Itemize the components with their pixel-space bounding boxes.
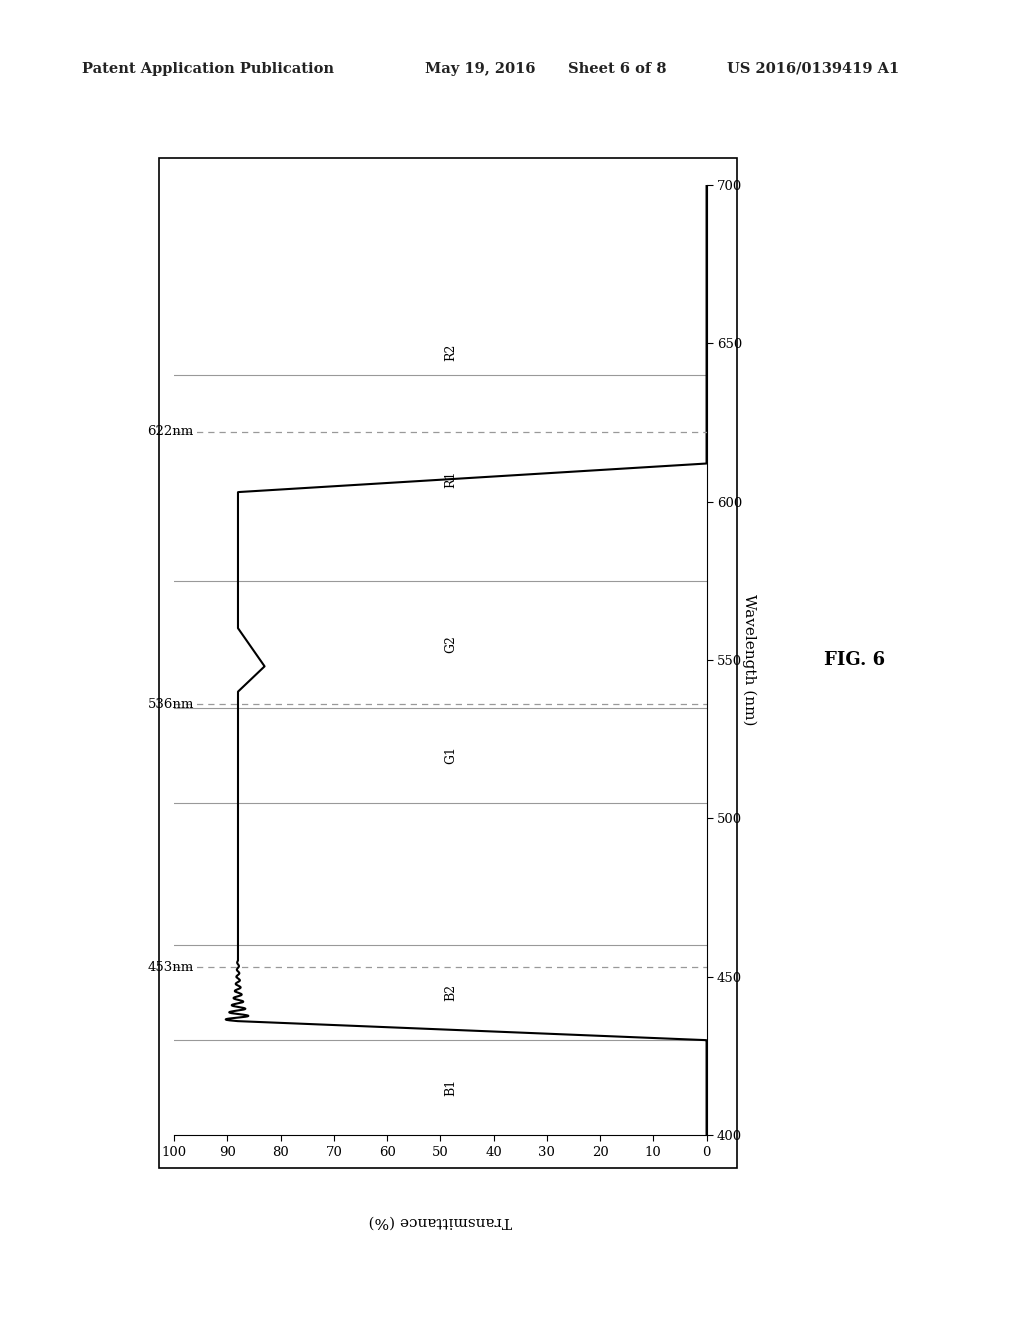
Text: 453nm: 453nm <box>147 961 194 974</box>
Text: B2: B2 <box>444 985 458 1001</box>
Text: G2: G2 <box>444 635 458 653</box>
Text: R2: R2 <box>444 345 458 362</box>
Text: R1: R1 <box>444 471 458 488</box>
Text: May 19, 2016: May 19, 2016 <box>425 62 536 75</box>
Text: FIG. 6: FIG. 6 <box>824 651 886 669</box>
Text: Sheet 6 of 8: Sheet 6 of 8 <box>568 62 667 75</box>
Text: 536nm: 536nm <box>147 698 194 711</box>
Text: G1: G1 <box>444 746 458 764</box>
Text: Transmittance (%): Transmittance (%) <box>369 1214 512 1228</box>
Text: US 2016/0139419 A1: US 2016/0139419 A1 <box>727 62 899 75</box>
Y-axis label: Wavelength (nm): Wavelength (nm) <box>741 594 756 726</box>
Text: Patent Application Publication: Patent Application Publication <box>82 62 334 75</box>
Text: 622nm: 622nm <box>147 425 194 438</box>
Text: B1: B1 <box>444 1078 458 1097</box>
